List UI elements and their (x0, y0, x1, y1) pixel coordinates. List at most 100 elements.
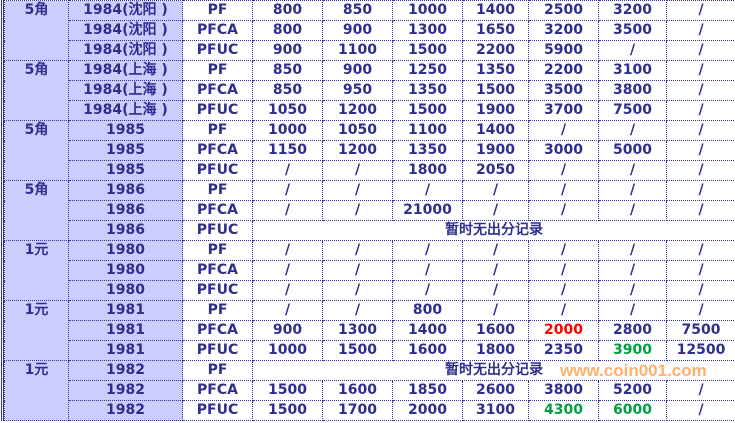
price-cell: 3800 (598, 80, 667, 101)
price-cell: 1700 (322, 400, 393, 421)
price-cell: 850 (252, 60, 323, 81)
price-cell: 1500 (392, 40, 463, 61)
price-cell: 5000 (598, 140, 667, 161)
price-cell: / (666, 60, 735, 81)
year-cell: 1980 (68, 280, 183, 301)
year-cell: 1984(上海 ) (68, 60, 183, 81)
price-cell: 6000 (598, 400, 667, 421)
price-cell: / (528, 160, 599, 181)
price-cell: / (666, 180, 735, 201)
grade-cell: PFUC (182, 400, 253, 421)
price-cell: 1300 (322, 320, 393, 341)
price-cell: / (252, 160, 323, 181)
table-row: 5角 1985 PF 1000 1050 1100 1400// / (4, 120, 735, 181)
price-cell: 1000 (252, 340, 323, 361)
price-cell: / (528, 260, 599, 281)
grade-cell: PFUC (182, 40, 253, 61)
grade-cell: PF (182, 120, 253, 141)
price-cell: 800 (252, 20, 323, 41)
price-cell: 1500 (392, 100, 463, 121)
price-cell: 3100 (462, 400, 529, 421)
price-cell: 2500 (528, 0, 599, 21)
price-cell: 1800 (392, 160, 463, 181)
price-cell: / (252, 260, 323, 281)
table-row: 1986 PFUC 暂时无出分记录 (5, 220, 735, 241)
table-row: 1980 PFUC / / / / / / / (5, 280, 735, 301)
price-cell: / (252, 280, 323, 301)
price-cell: 1300 (392, 20, 463, 41)
price-cell: / (252, 240, 323, 261)
price-cell: 1350 (462, 60, 529, 81)
price-cell: / (666, 120, 735, 141)
price-table: 5角 1984(沈阳 ) PF 800 850 1000 1400 2500 3200/1984… (4, 0, 735, 421)
price-cell: / (322, 160, 393, 181)
price-cell: 2200 (462, 40, 529, 61)
year-cell: 1984(上海 ) (68, 100, 183, 121)
price-cell: 850 (322, 0, 393, 21)
denomination-cell: 1元 (4, 360, 69, 421)
price-cell: / (392, 280, 463, 301)
year-cell: 1984(沈阳 ) (68, 20, 183, 41)
grade-cell: PF (182, 240, 253, 261)
price-cell: 3500 (528, 80, 599, 101)
price-cell: / (322, 240, 393, 261)
price-cell: 21000 (392, 200, 463, 221)
price-cell: / (666, 140, 735, 161)
price-cell: 2000 (392, 400, 463, 421)
price-cell: 3100 (598, 60, 667, 81)
grade-cell: PF (182, 180, 253, 201)
year-cell: 1980 (68, 240, 183, 261)
year-cell: 1985 (68, 120, 183, 141)
price-cell: 1000 (252, 120, 323, 141)
price-cell: / (528, 200, 599, 221)
price-cell: / (462, 300, 529, 321)
price-cell: 1000 (392, 0, 463, 21)
table-row: 1984(上海 ) PFCA 850 950 1350 1500 3500 3800/ (5, 80, 735, 101)
price-cell: / (666, 240, 735, 261)
price-cell: / (462, 180, 529, 201)
price-cell: 1350 (392, 140, 463, 161)
denomination-cell: 1元 (4, 300, 69, 361)
year-cell: 1982 (68, 360, 183, 381)
price-cell: / (598, 280, 667, 301)
price-cell: 800 (392, 300, 463, 321)
price-cell: / (666, 400, 735, 421)
price-cell: 7500 (666, 320, 735, 341)
grade-cell: PFUC (182, 340, 253, 361)
price-cell: 1500 (252, 400, 323, 421)
grade-cell: PF (182, 300, 253, 321)
price-cell: / (462, 260, 529, 281)
price-cell: 3700 (528, 100, 599, 121)
table-row: 1元 1981 PF //800// / / (4, 300, 735, 361)
price-cell: 800 (252, 0, 323, 21)
price-cell: 3500 (598, 20, 667, 41)
denomination-cell: 5角 (4, 0, 69, 61)
price-cell: / (666, 260, 735, 281)
price-cell: 2600 (462, 380, 529, 401)
grade-cell: PFUC (182, 160, 253, 181)
price-cell: / (666, 20, 735, 41)
price-cell: / (528, 120, 599, 141)
grade-cell: PFCA (182, 380, 253, 401)
price-cell: / (392, 260, 463, 281)
price-cell: / (252, 300, 323, 321)
price-cell: / (598, 40, 667, 61)
price-cell: / (528, 180, 599, 201)
price-cell: / (666, 80, 735, 101)
price-cell: 1900 (462, 100, 529, 121)
denomination-cell: 5角 (4, 180, 69, 241)
year-cell: 1986 (68, 220, 183, 241)
table-row: 1985 PFUC //1800 2050// / (5, 160, 735, 181)
price-cell: / (462, 280, 529, 301)
year-cell: 1986 (68, 180, 183, 201)
price-cell: 7500 (598, 100, 667, 121)
price-cell: 1400 (462, 120, 529, 141)
price-cell: / (322, 300, 393, 321)
table-row: 1982 PFCA 1500 1600 1850 2600 3800 5200/ (5, 380, 735, 401)
denomination-cell: 5角 (4, 60, 69, 121)
price-cell: / (666, 200, 735, 221)
year-cell: 1986 (68, 200, 183, 221)
grade-cell: PFCA (182, 80, 253, 101)
price-cell: / (252, 180, 323, 201)
price-cell: 1350 (392, 80, 463, 101)
